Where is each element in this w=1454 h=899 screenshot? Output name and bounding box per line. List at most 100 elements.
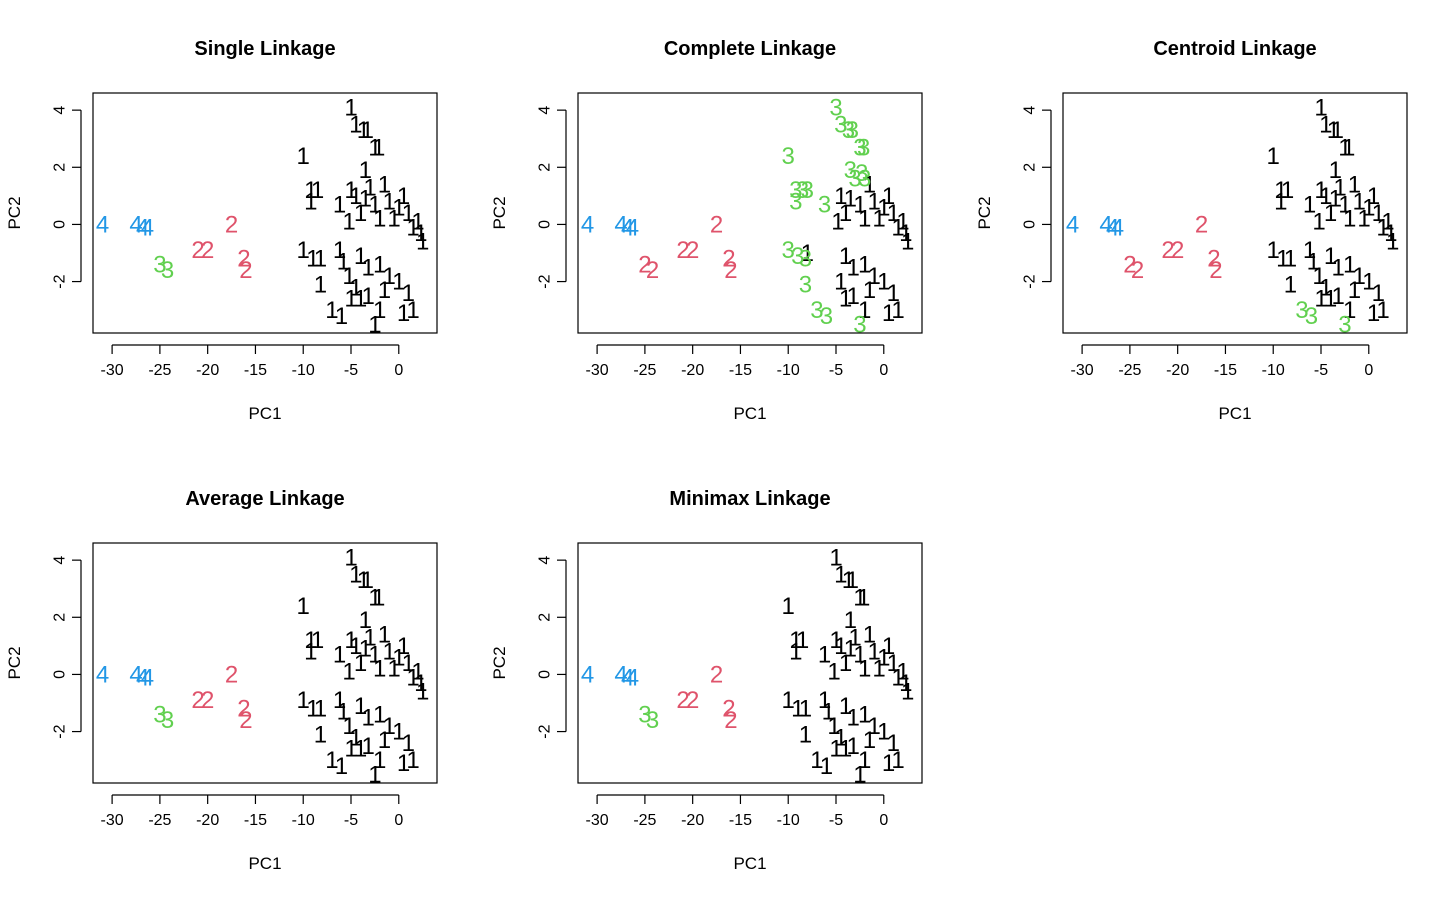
point-cluster-1: 1 — [1333, 174, 1346, 201]
point-cluster-1: 1 — [416, 229, 429, 256]
point-cluster-1: 1 — [891, 297, 904, 324]
point-cluster-1: 1 — [1267, 237, 1280, 264]
x-tick-label: -30 — [1071, 362, 1094, 379]
point-cluster-1: 1 — [314, 696, 327, 723]
point-cluster-1: 1 — [839, 736, 852, 763]
point-cluster-1: 1 — [887, 200, 900, 227]
point-cluster-1: 1 — [335, 303, 348, 330]
point-cluster-1: 1 — [362, 283, 375, 310]
point-cluster-1: 1 — [368, 191, 381, 218]
point-cluster-1: 1 — [357, 117, 370, 144]
point-cluster-1: 1 — [868, 189, 881, 216]
point-cluster-1: 1 — [304, 189, 317, 216]
point-cluster-1: 1 — [297, 687, 310, 714]
point-cluster-1: 1 — [359, 157, 372, 184]
y-tick-label: -2 — [1022, 274, 1039, 288]
x-tick-label: -15 — [729, 812, 752, 829]
point-cluster-1: 1 — [337, 249, 350, 276]
point-cluster-3: 3 — [789, 177, 802, 204]
point-cluster-1: 1 — [349, 724, 362, 751]
point-cluster-2: 2 — [201, 237, 214, 264]
x-tick-label: -10 — [777, 362, 800, 379]
point-cluster-3: 3 — [1338, 311, 1351, 338]
point-cluster-1: 1 — [847, 283, 860, 310]
point-cluster-1: 1 — [1357, 206, 1370, 233]
point-cluster-1: 1 — [820, 753, 833, 780]
chart-title: Minimax Linkage — [669, 488, 830, 510]
x-axis: -30 -25 -20 -15 -10 -5 0 PC1 — [586, 344, 888, 423]
point-cluster-1: 1 — [846, 567, 859, 594]
point-cluster-3: 3 — [1305, 303, 1318, 330]
x-tick-label: -15 — [244, 362, 267, 379]
point-cluster-1: 1 — [354, 200, 367, 227]
point-cluster-1: 1 — [387, 656, 400, 683]
point-cluster-1: 1 — [392, 644, 405, 671]
point-cluster-1: 1 — [1324, 286, 1337, 313]
point-cluster-3: 3 — [855, 160, 868, 187]
point-cluster-1: 1 — [863, 621, 876, 648]
point-cluster-1: 1 — [342, 659, 355, 686]
point-cluster-1: 1 — [827, 713, 840, 740]
y-tick-label: 2 — [537, 163, 554, 172]
point-cluster-1: 1 — [844, 636, 857, 663]
point-cluster-1: 1 — [829, 736, 842, 763]
point-cluster-1: 1 — [383, 713, 396, 740]
x-axis: -30 -25 -20 -15 -10 -5 0 PC1 — [586, 794, 888, 873]
x-tick-label: -5 — [829, 812, 843, 829]
point-cluster-1: 1 — [827, 659, 840, 686]
point-cluster-1: 1 — [297, 143, 310, 170]
point-cluster-1: 1 — [1319, 183, 1332, 210]
point-cluster-1: 1 — [373, 701, 386, 728]
point-cluster-1: 1 — [863, 727, 876, 754]
point-cluster-1: 1 — [361, 117, 374, 144]
point-cluster-1: 1 — [1353, 263, 1366, 290]
point-cluster-1: 1 — [354, 243, 367, 270]
point-cluster-1: 1 — [1338, 191, 1351, 218]
point-cluster-2: 2 — [201, 687, 214, 714]
point-cluster-1: 1 — [333, 687, 346, 714]
point-cluster-3: 3 — [153, 251, 166, 278]
point-cluster-1: 1 — [868, 263, 881, 290]
point-cluster-1: 1 — [1324, 243, 1337, 270]
point-cluster-1: 1 — [344, 286, 357, 313]
point-cluster-1: 1 — [789, 627, 802, 654]
x-tick-label: -15 — [244, 812, 267, 829]
point-cluster-1: 1 — [414, 220, 427, 247]
point-cluster-1: 1 — [357, 567, 370, 594]
y-tick-label: 4 — [1022, 106, 1039, 115]
point-cluster-1: 1 — [359, 636, 372, 663]
point-cluster-2: 2 — [1123, 251, 1136, 278]
point-cluster-1: 1 — [799, 721, 812, 748]
point-cluster-1: 1 — [1307, 249, 1320, 276]
x-tick-label: -20 — [196, 812, 219, 829]
point-cluster-1: 1 — [818, 687, 831, 714]
x-axis-label: PC1 — [733, 404, 766, 423]
point-cluster-1: 1 — [799, 696, 812, 723]
y-tick-label: 2 — [52, 613, 69, 622]
point-cluster-1: 1 — [839, 243, 852, 270]
x-tick-label: -30 — [101, 362, 124, 379]
point-cluster-3: 3 — [799, 246, 812, 273]
point-cluster-4: 4 — [1099, 211, 1112, 238]
point-cluster-1: 1 — [853, 641, 866, 668]
y-tick-label: 4 — [52, 556, 69, 565]
point-cluster-1: 1 — [891, 747, 904, 774]
point-cluster-4: 4 — [621, 214, 634, 241]
point-cluster-1: 1 — [847, 704, 860, 731]
point-cluster-2: 2 — [1161, 237, 1174, 264]
point-cluster-2: 2 — [239, 257, 252, 284]
point-cluster-1: 1 — [834, 724, 847, 751]
point-cluster-1: 1 — [368, 761, 381, 788]
point-cluster-1: 1 — [891, 214, 904, 241]
point-cluster-1: 1 — [877, 269, 890, 296]
point-cluster-4: 4 — [1111, 214, 1124, 241]
point-cluster-1: 1 — [1319, 274, 1332, 301]
x-tick-label: -10 — [777, 812, 800, 829]
point-cluster-3: 3 — [820, 303, 833, 330]
y-axis-label: PC2 — [5, 646, 24, 679]
point-cluster-1: 1 — [858, 656, 871, 683]
point-cluster-2: 2 — [638, 251, 651, 278]
point-cluster-1: 1 — [1376, 214, 1389, 241]
